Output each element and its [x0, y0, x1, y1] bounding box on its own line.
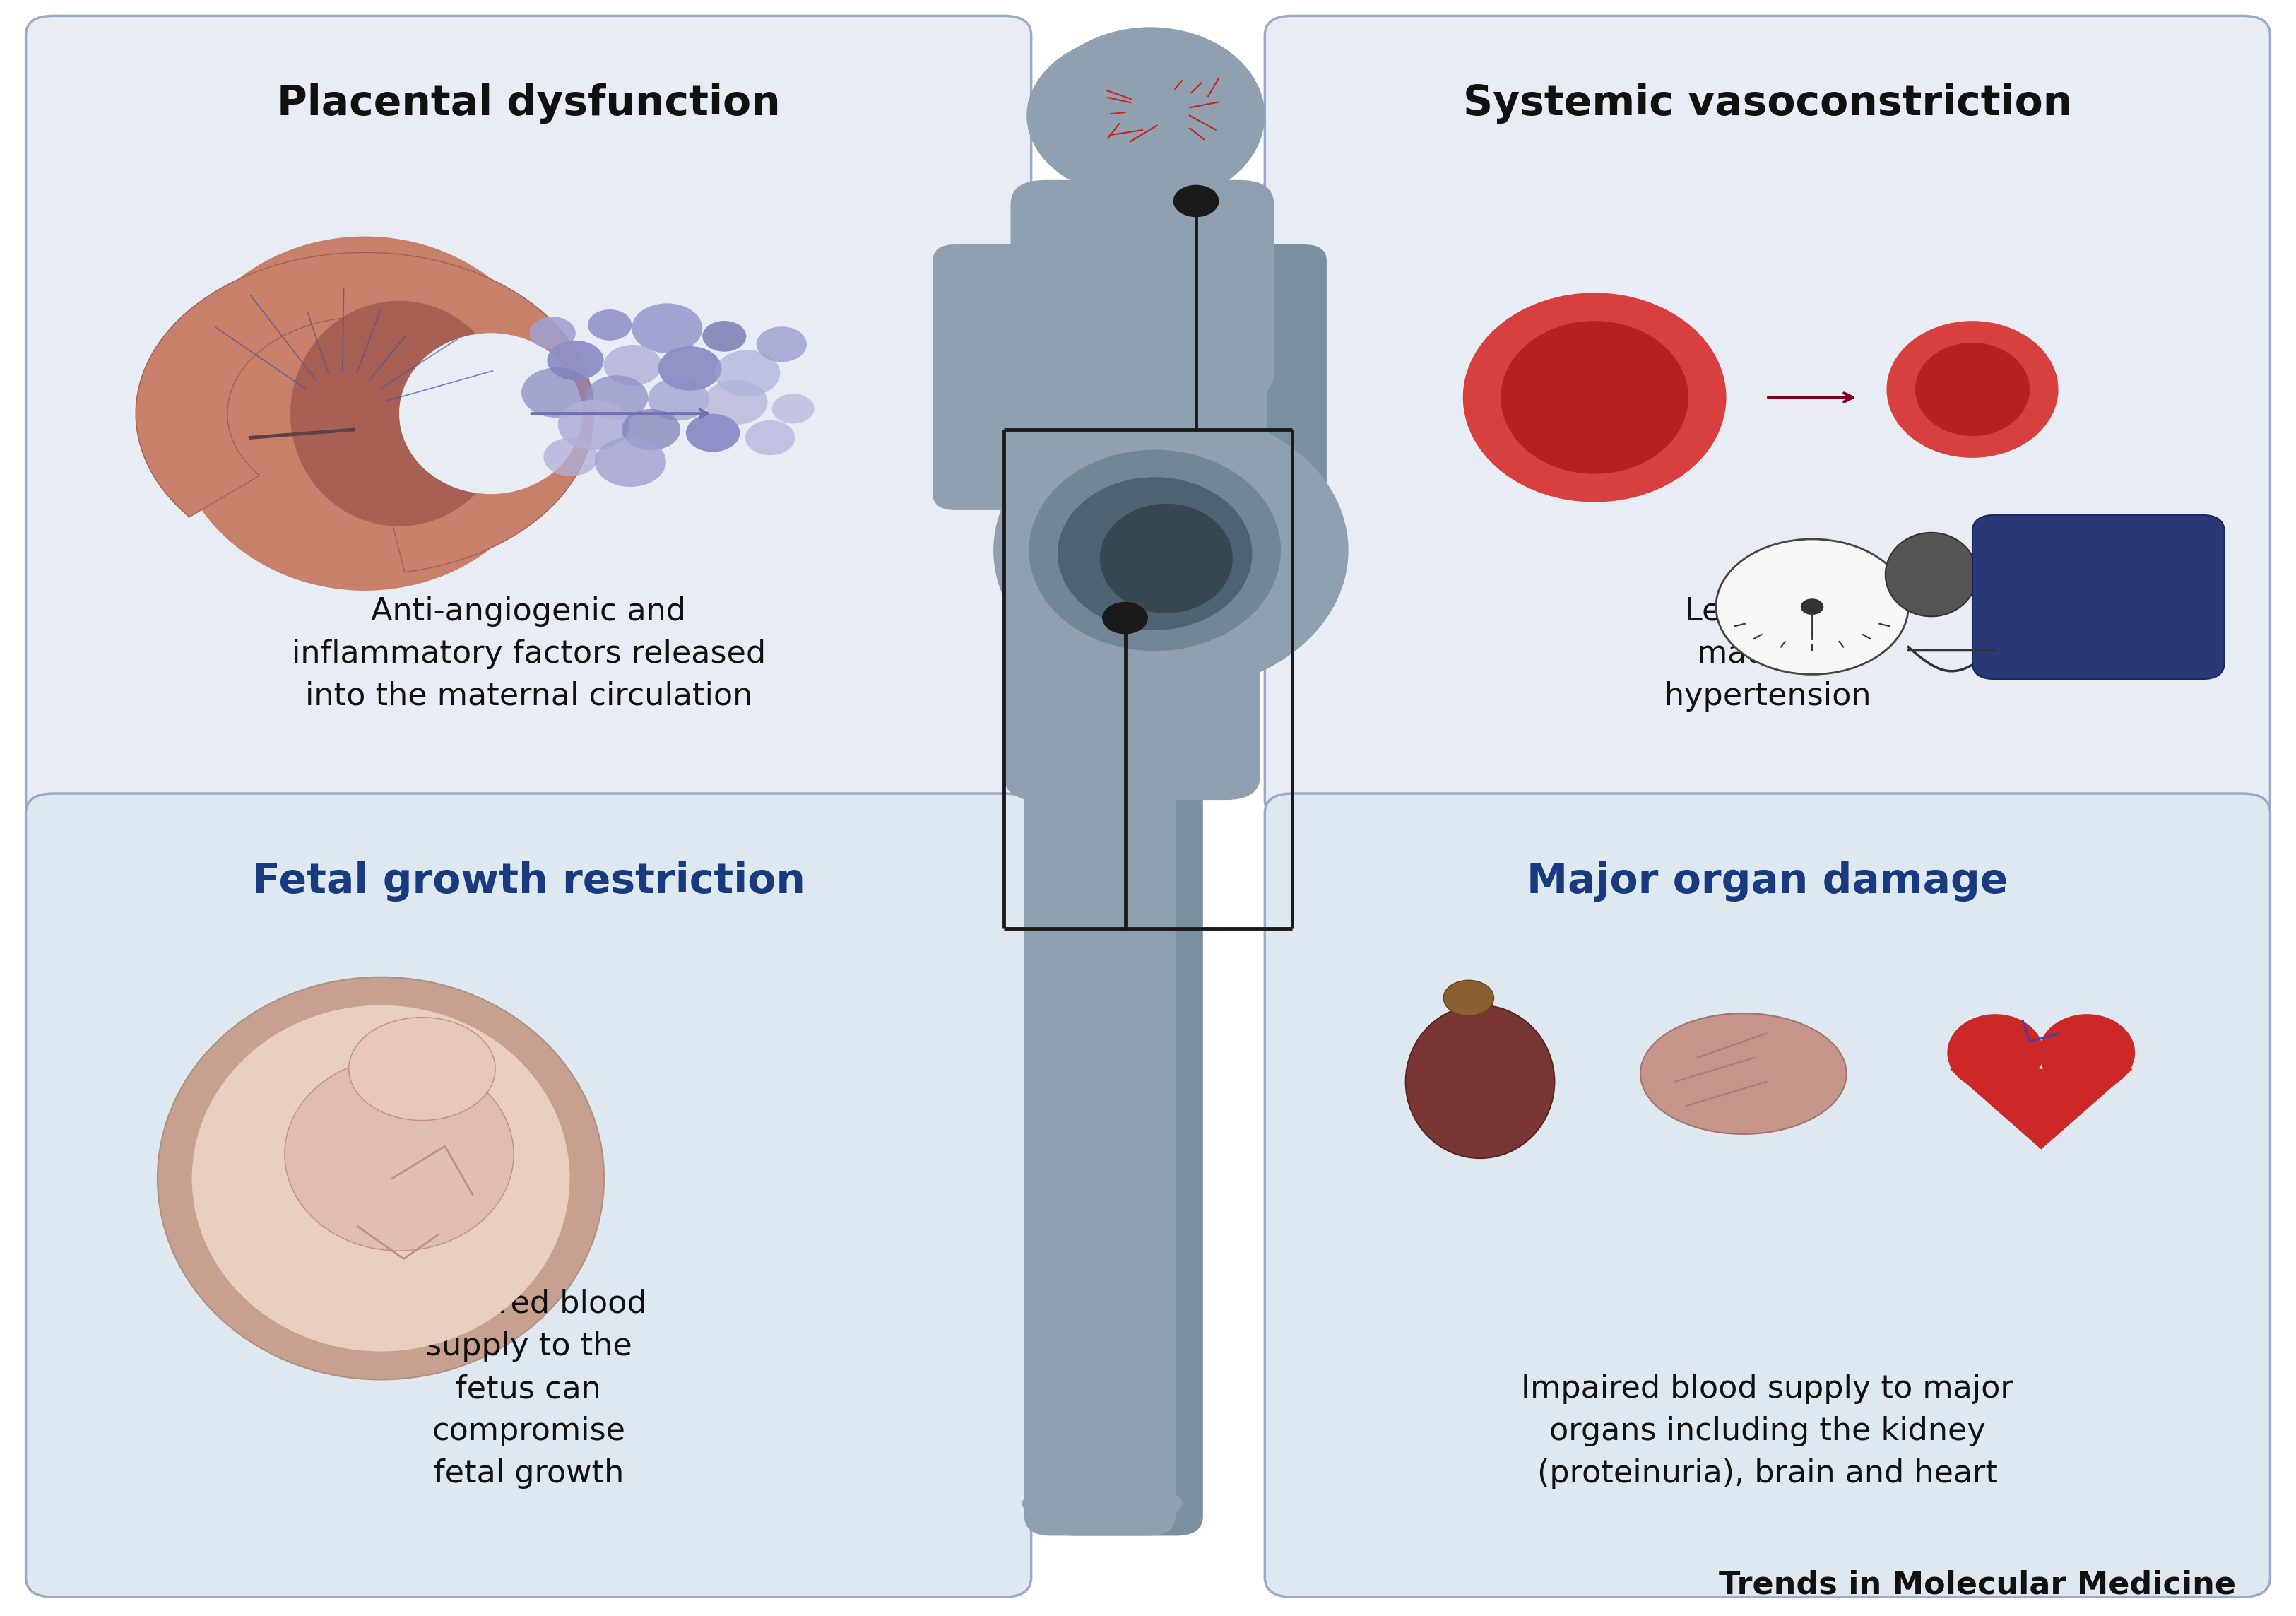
Ellipse shape [1058, 477, 1251, 630]
Ellipse shape [170, 236, 560, 590]
Text: Systemic vasoconstriction: Systemic vasoconstriction [1463, 84, 2071, 124]
Circle shape [604, 344, 661, 386]
Circle shape [705, 380, 767, 425]
Circle shape [755, 326, 806, 362]
FancyBboxPatch shape [1095, 136, 1187, 223]
Ellipse shape [1035, 27, 1265, 204]
Ellipse shape [400, 333, 583, 494]
Ellipse shape [158, 978, 604, 1380]
Ellipse shape [1463, 292, 1727, 503]
Circle shape [659, 346, 721, 391]
Circle shape [544, 438, 599, 477]
FancyBboxPatch shape [1010, 179, 1274, 398]
Circle shape [1173, 184, 1219, 217]
Circle shape [687, 414, 739, 452]
Circle shape [1026, 32, 1265, 199]
Circle shape [349, 1018, 496, 1120]
Circle shape [595, 436, 666, 486]
Text: Placental dysfunction: Placental dysfunction [278, 84, 781, 124]
Ellipse shape [285, 1057, 514, 1251]
Circle shape [1715, 540, 1908, 674]
Circle shape [703, 322, 746, 352]
Circle shape [1800, 598, 1823, 614]
Ellipse shape [1405, 1005, 1554, 1159]
Ellipse shape [1502, 322, 1688, 473]
Circle shape [622, 409, 680, 451]
Circle shape [521, 367, 592, 417]
Text: Leading to
maternal
hypertension: Leading to maternal hypertension [1665, 596, 1871, 711]
FancyBboxPatch shape [1010, 330, 1267, 633]
FancyBboxPatch shape [1003, 567, 1261, 800]
Text: Trends in Molecular Medicine: Trends in Molecular Medicine [1720, 1569, 2236, 1600]
Ellipse shape [289, 301, 507, 527]
Ellipse shape [1915, 343, 2030, 436]
Ellipse shape [1100, 504, 1233, 612]
Ellipse shape [1022, 1480, 1182, 1526]
Circle shape [1095, 60, 1233, 155]
Circle shape [771, 394, 815, 423]
FancyBboxPatch shape [25, 793, 1031, 1597]
FancyBboxPatch shape [1047, 724, 1203, 1535]
Circle shape [588, 310, 631, 341]
Ellipse shape [1029, 449, 1281, 651]
Text: Impaired blood supply to major
organs including the kidney
(proteinuria), brain : Impaired blood supply to major organs in… [1522, 1374, 2014, 1488]
FancyBboxPatch shape [25, 16, 1031, 819]
FancyBboxPatch shape [1265, 16, 2271, 819]
Ellipse shape [1887, 322, 2057, 457]
Circle shape [647, 378, 709, 420]
FancyBboxPatch shape [1972, 516, 2225, 679]
Text: Impaired blood
supply to the
fetus can
compromise
fetal growth: Impaired blood supply to the fetus can c… [411, 1290, 647, 1488]
Circle shape [546, 341, 604, 380]
Circle shape [530, 317, 576, 349]
Circle shape [1102, 601, 1148, 633]
Circle shape [714, 351, 781, 396]
Ellipse shape [1885, 533, 1977, 616]
Ellipse shape [1444, 981, 1495, 1016]
Text: Fetal growth restriction: Fetal growth restriction [253, 861, 806, 902]
Circle shape [746, 420, 794, 456]
Text: Anti-angiogenic and
inflammatory factors released
into the maternal circulation: Anti-angiogenic and inflammatory factors… [292, 596, 765, 711]
Ellipse shape [193, 1005, 569, 1351]
Circle shape [585, 375, 647, 420]
FancyBboxPatch shape [1194, 244, 1327, 503]
Polygon shape [1949, 1068, 2133, 1149]
Wedge shape [135, 252, 595, 572]
Circle shape [558, 399, 629, 449]
FancyBboxPatch shape [1265, 793, 2271, 1597]
Ellipse shape [1639, 1013, 1846, 1134]
Ellipse shape [2039, 1015, 2135, 1091]
Ellipse shape [1947, 1015, 2043, 1091]
Ellipse shape [994, 409, 1348, 692]
Text: Major organ damage: Major organ damage [1527, 861, 2009, 902]
FancyBboxPatch shape [1024, 708, 1176, 1535]
Circle shape [631, 304, 703, 352]
FancyBboxPatch shape [932, 244, 1070, 511]
